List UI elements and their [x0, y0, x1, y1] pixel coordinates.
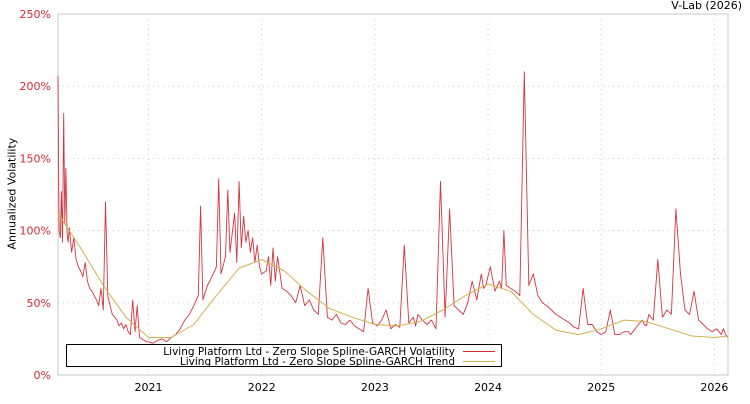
legend-item-trend: Living Platform Ltd - Zero Slope Spline-… — [179, 355, 495, 368]
y-tick-label: 0% — [34, 369, 51, 382]
legend: Living Platform Ltd - Zero Slope Spline-… — [66, 344, 502, 368]
y-tick-label: 50% — [27, 297, 51, 310]
plot-frame — [57, 13, 729, 376]
y-tick-label: 200% — [20, 80, 51, 93]
y-tick-label: 250% — [20, 8, 51, 21]
y-tick-label: 150% — [20, 152, 51, 165]
legend-label-trend: Living Platform Ltd - Zero Slope Spline-… — [179, 355, 455, 368]
y-axis-label: Annualized Volatility — [5, 137, 19, 250]
x-tick-label: 2022 — [248, 381, 276, 394]
x-tick-label: 2025 — [587, 381, 615, 394]
legend-item-volatility: Living Platform Ltd - Zero Slope Spline-… — [163, 345, 495, 358]
x-tick-label: 2024 — [474, 381, 502, 394]
volatility-line — [57, 71, 729, 344]
legend-label-volatility: Living Platform Ltd - Zero Slope Spline-… — [163, 345, 455, 358]
x-tick-label: 2026 — [700, 381, 728, 394]
legend-swatch-trend — [463, 361, 495, 362]
x-tick-label: 2023 — [361, 381, 389, 394]
trend-line — [57, 213, 729, 338]
y-tick-label: 100% — [20, 225, 51, 238]
x-tick-label: 2021 — [135, 381, 163, 394]
legend-swatch-volatility — [463, 351, 495, 352]
source-credit: V-Lab (2026) — [671, 0, 742, 12]
